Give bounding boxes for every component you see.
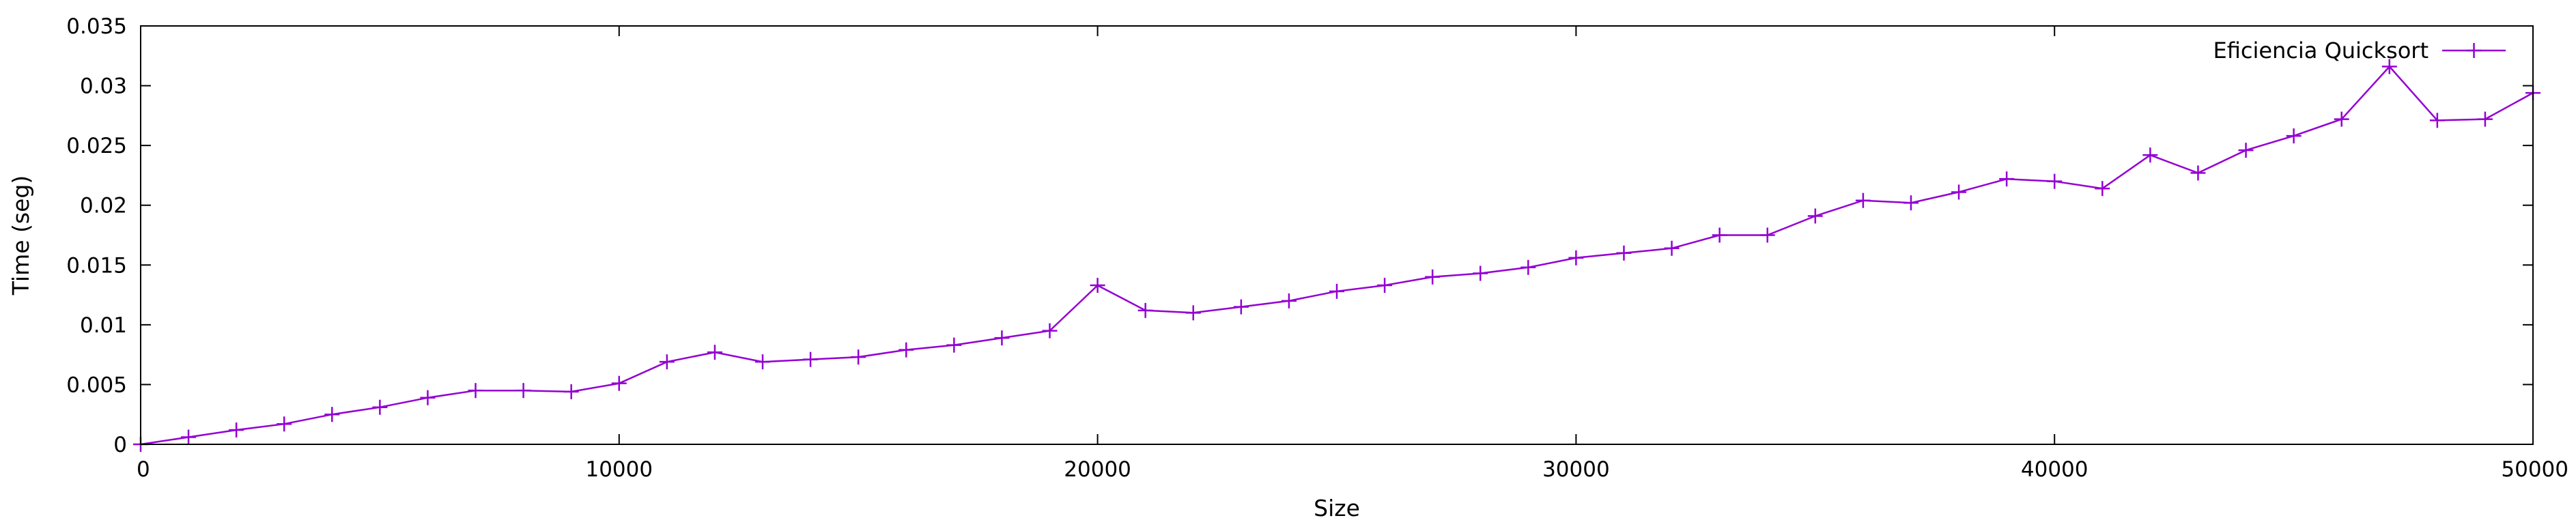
data-point [420,390,436,405]
data-point [1951,184,1967,200]
data-point [1664,240,1680,256]
x-axis-title: Size [1314,495,1360,521]
data-point [1903,195,1919,211]
data-point [1425,269,1441,285]
data-point [1185,305,1201,321]
x-tick-label: 0 [137,457,150,482]
series-layer [133,59,2540,452]
data-point [1616,245,1632,261]
data-point [372,399,388,415]
x-tick-label: 50000 [2501,457,2568,482]
data-point [1568,250,1584,266]
x-tick-label: 40000 [2021,457,2089,482]
ticks-layer: 0 10000 20000 30000 40000 50000 0 0.005 0.01 0.01… [66,14,2568,482]
data-point [707,345,722,360]
data-point [2047,173,2063,189]
data-point [2238,143,2254,158]
data-point [851,349,866,365]
data-point [1712,227,1727,243]
data-point [1281,293,1297,308]
data-point [277,416,292,432]
data-point [1090,278,1105,293]
data-point [611,375,627,391]
y-tick-label: 0.025 [66,134,127,158]
x-tick-label: 10000 [585,457,653,482]
data-point [324,407,340,422]
data-point [946,337,962,353]
data-point [2381,59,2397,74]
data-point [1042,323,1058,339]
data-point [2477,111,2493,127]
data-point [1759,227,1775,243]
data-point [2095,181,2110,197]
data-point [1137,302,1153,318]
y-tick-label: 0 [113,433,127,457]
data-point [2286,128,2302,144]
y-tick-label: 0.005 [66,373,127,397]
data-point [181,429,197,445]
data-point [2190,165,2206,181]
data-point [515,383,531,399]
legend: Eficiencia Quicksort [2213,38,2506,63]
data-point [1473,266,1488,281]
y-tick-label: 0.03 [80,74,127,99]
data-point [994,330,1010,346]
data-point [1377,278,1393,293]
data-point [755,354,771,370]
data-point [1855,192,1871,208]
data-point [898,342,914,358]
data-point [659,354,675,370]
data-point [2334,111,2349,127]
plot-frame [140,25,2534,445]
data-point [1329,283,1344,299]
data-point [1520,259,1536,275]
data-point [1233,299,1249,315]
y-tick-label: 0.02 [80,194,127,218]
y-tick-label: 0.035 [66,14,127,39]
data-point [2429,113,2445,128]
data-point [2142,147,2158,163]
series-line [140,65,2534,446]
y-tick-label: 0.01 [80,313,127,338]
data-point [803,351,819,367]
data-point [1999,171,2015,187]
y-axis-title: Time (seg) [8,175,34,296]
data-point [229,422,244,437]
data-point [1807,208,1823,224]
x-tick-label: 20000 [1064,457,1131,482]
legend-marker [2466,43,2482,58]
legend-label: Eficiencia Quicksort [2213,38,2429,63]
x-tick-label: 30000 [1542,457,1610,482]
y-tick-label: 0.015 [66,253,127,278]
data-point [563,384,579,399]
data-point [468,383,483,399]
